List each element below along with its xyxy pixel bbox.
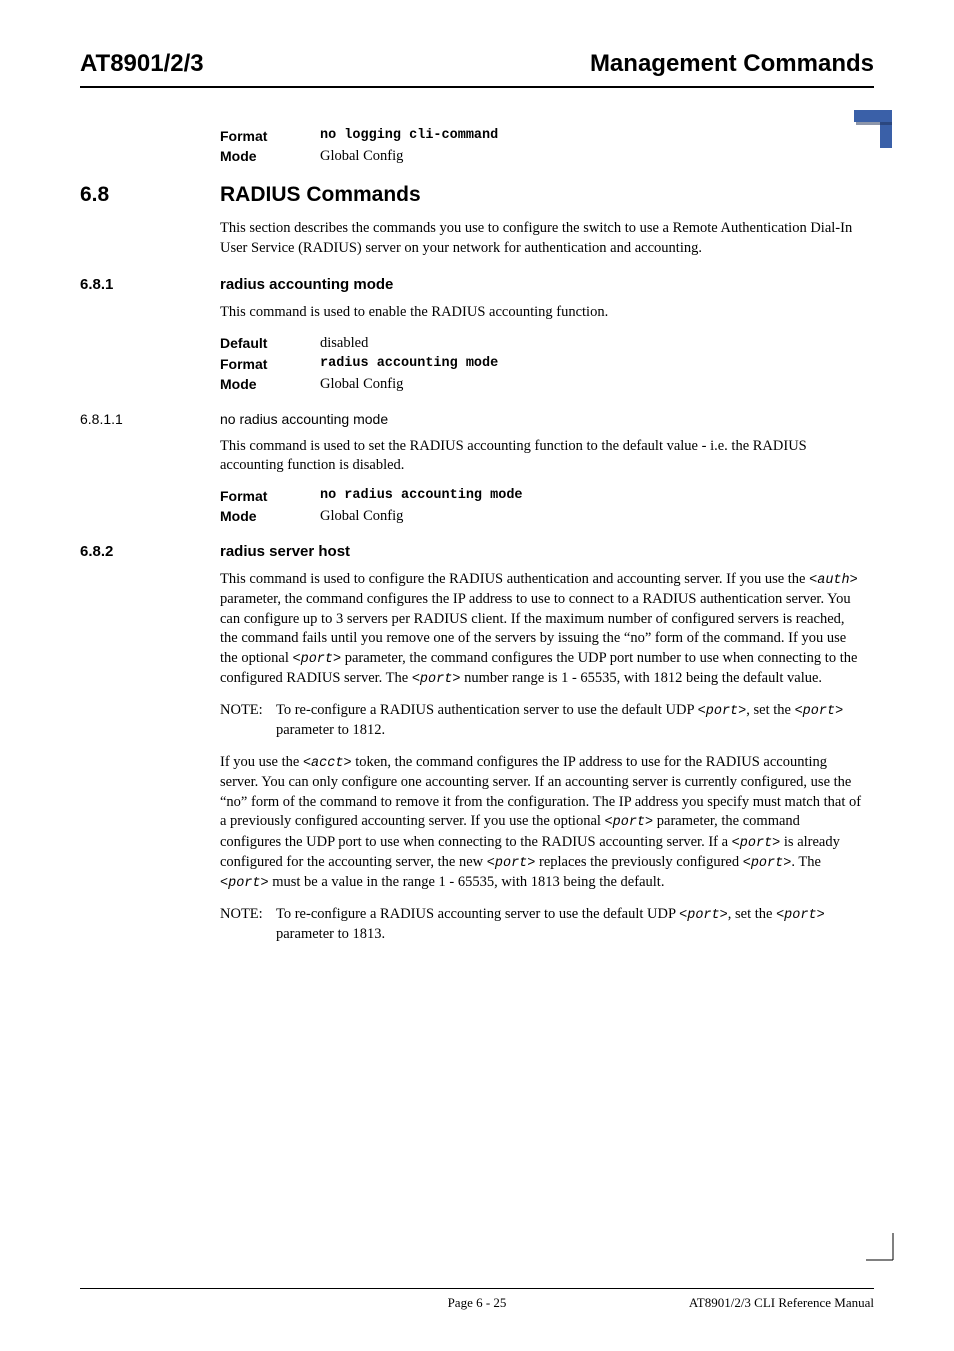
section-title-6-8-2: radius server host — [220, 543, 864, 560]
text: . The — [791, 854, 821, 870]
default-value: disabled — [320, 335, 368, 352]
format-value: no radius accounting mode — [320, 488, 523, 504]
para-6-8-2-1: This command is used to configure the RA… — [220, 570, 864, 689]
text: , set the — [728, 906, 776, 922]
param-port: <port> — [743, 856, 792, 871]
footer-manual: AT8901/2/3 CLI Reference Manual — [609, 1295, 874, 1311]
param-acct: <acct> — [303, 756, 352, 771]
text: To re-configure a RADIUS authentication … — [276, 702, 698, 718]
note-label: NOTE: — [220, 701, 276, 741]
para-6-8-2-2: If you use the <acct> token, the command… — [220, 753, 864, 893]
footer-left — [80, 1295, 345, 1311]
format-label: Format — [220, 356, 320, 372]
param-port: <port> — [412, 672, 461, 687]
text: replaces the previously configured — [535, 854, 742, 870]
note-body: To re-configure a RADIUS accounting serv… — [276, 905, 864, 945]
header-left: AT8901/2/3 — [80, 50, 204, 78]
footer-page: Page 6 - 25 — [345, 1295, 610, 1311]
mode-label: Mode — [220, 376, 320, 393]
para-6-8-1: This command is used to enable the RADIU… — [220, 303, 864, 323]
corner-bottom-icon — [866, 1233, 894, 1261]
section-title-6-8-1: radius accounting mode — [220, 276, 864, 293]
section-num-6-8-1-1: 6.8.1.1 — [80, 411, 123, 427]
param-port: <port> — [732, 836, 781, 851]
param-port: <port> — [487, 856, 536, 871]
mode-value: Global Config — [320, 148, 403, 165]
para-6-8: This section describes the commands you … — [220, 219, 864, 258]
note-label: NOTE: — [220, 905, 276, 945]
mode-label: Mode — [220, 148, 320, 165]
corner-mark-icon — [854, 110, 894, 150]
param-auth: <auth> — [809, 573, 858, 588]
format-value: radius accounting mode — [320, 356, 498, 372]
section-title-6-8-1-1: no radius accounting mode — [220, 411, 864, 427]
note-2: NOTE: To re-configure a RADIUS accountin… — [220, 905, 864, 945]
footer-rule — [80, 1288, 874, 1289]
param-port: <port> — [795, 704, 844, 719]
mode-value: Global Config — [320, 508, 403, 525]
note-body: To re-configure a RADIUS authentication … — [276, 701, 864, 741]
param-port: <port> — [776, 908, 825, 923]
format-label: Format — [220, 488, 320, 504]
format-label: Format — [220, 128, 320, 144]
text: must be a value in the range 1 - 65535, … — [269, 874, 665, 890]
text: number range is 1 - 65535, with 1812 bei… — [460, 670, 822, 686]
header-rule — [80, 86, 874, 88]
text: This command is used to configure the RA… — [220, 571, 809, 587]
text: , set the — [746, 702, 794, 718]
mode-label: Mode — [220, 508, 320, 525]
footer: Page 6 - 25 AT8901/2/3 CLI Reference Man… — [80, 1288, 874, 1311]
section-num-6-8-1: 6.8.1 — [80, 276, 113, 293]
section-num-6-8-2: 6.8.2 — [80, 543, 113, 560]
param-port: <port> — [605, 815, 654, 830]
para-6-8-1-1: This command is used to set the RADIUS a… — [220, 437, 864, 476]
param-port: <port> — [220, 876, 269, 891]
text: parameter to 1813. — [276, 926, 385, 942]
header-right: Management Commands — [590, 50, 874, 78]
param-port: <port> — [679, 908, 728, 923]
text: parameter to 1812. — [276, 722, 385, 738]
param-port: <port> — [293, 652, 342, 667]
note-1: NOTE: To re-configure a RADIUS authentic… — [220, 701, 864, 741]
section-num-6-8: 6.8 — [80, 183, 109, 207]
default-label: Default — [220, 335, 320, 352]
mode-value: Global Config — [320, 376, 403, 393]
param-port: <port> — [698, 704, 747, 719]
format-value: no logging cli-command — [320, 128, 498, 144]
text: To re-configure a RADIUS accounting serv… — [276, 906, 679, 922]
text: If you use the — [220, 754, 303, 770]
section-title-6-8: RADIUS Commands — [220, 183, 864, 207]
